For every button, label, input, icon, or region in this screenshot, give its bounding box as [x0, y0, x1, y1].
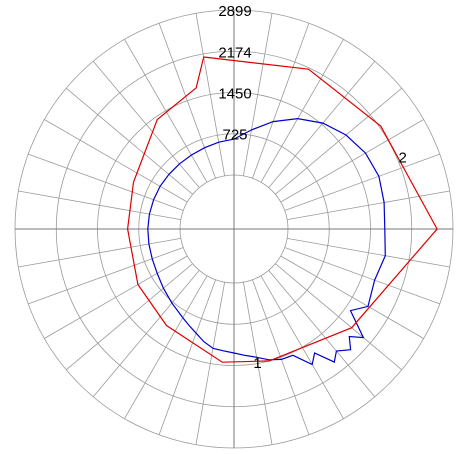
spoke-210	[124, 275, 208, 419]
series-layer	[126, 56, 438, 366]
spoke-240	[44, 255, 188, 339]
spoke-20	[252, 23, 310, 179]
spoke-220	[92, 270, 200, 398]
spoke-290	[28, 153, 184, 211]
spoke-50	[275, 87, 403, 195]
radial-tick-labels: 725 1450 2174 2899	[218, 3, 251, 144]
spoke-350	[195, 13, 226, 176]
spoke-40	[268, 60, 376, 188]
spoke-100	[287, 237, 450, 268]
spoke-300	[44, 119, 188, 203]
spoke-250	[28, 247, 184, 305]
spoke-110	[284, 247, 440, 305]
spoke-260	[18, 237, 181, 268]
spoke-120	[280, 255, 424, 339]
spoke-80	[287, 190, 450, 221]
spoke-60	[280, 119, 424, 203]
spoke-30	[260, 39, 344, 183]
spoke-10	[242, 13, 273, 176]
spoke-140	[268, 270, 376, 398]
radial-tick-1450: 1450	[218, 85, 251, 102]
spoke-330	[124, 39, 208, 183]
spoke-310	[65, 87, 193, 195]
spoke-70	[284, 153, 440, 211]
spoke-230	[65, 263, 193, 371]
spoke-200	[158, 279, 216, 435]
spoke-280	[18, 190, 181, 221]
series-label-2: 2	[398, 149, 406, 166]
series-2-line	[126, 56, 438, 363]
radial-tick-2174: 2174	[218, 44, 251, 61]
spoke-190	[195, 282, 226, 445]
spoke-170	[242, 282, 273, 445]
radial-tick-2899: 2899	[218, 3, 251, 20]
series-labels: 12	[253, 149, 406, 371]
spoke-320	[92, 60, 200, 188]
polar-grid	[14, 9, 454, 449]
series-1-line	[147, 117, 386, 366]
spoke-160	[252, 279, 310, 435]
spoke-340	[158, 23, 216, 179]
radial-tick-725: 725	[222, 127, 247, 144]
spoke-130	[275, 263, 403, 371]
series-label-1: 1	[253, 355, 261, 372]
